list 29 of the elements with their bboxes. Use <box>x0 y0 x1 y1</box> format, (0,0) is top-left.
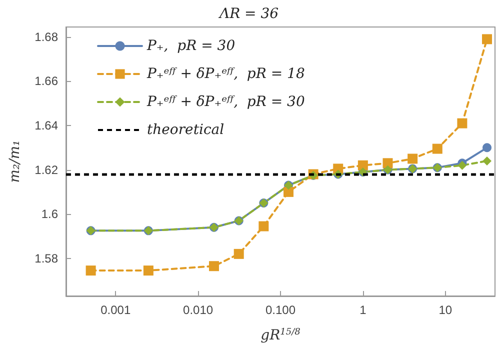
point <box>358 160 368 170</box>
point <box>283 186 294 197</box>
point <box>482 34 492 44</box>
y-tick-label: 1.58 <box>34 251 58 266</box>
y-axis-title: m₂/m₁ <box>7 140 23 183</box>
point <box>258 221 269 232</box>
chart-title: ΛR = 36 <box>217 6 279 22</box>
point <box>457 118 468 128</box>
x-tick-label: 0.010 <box>183 303 214 317</box>
y-tick-label: 1.6 <box>41 207 58 222</box>
legend-label: theoretical <box>147 122 224 138</box>
point <box>208 261 219 272</box>
point <box>408 154 418 164</box>
point <box>482 143 492 152</box>
legend-label: P₊ᵉᶠᶠ + δP₊ᵉᶠᶠ, pR = 18 <box>146 66 305 82</box>
y-tick-label: 1.64 <box>34 118 58 133</box>
x-tick-label: 0.100 <box>265 303 296 317</box>
y-tick-label: 1.68 <box>34 30 58 44</box>
point <box>482 156 492 166</box>
x-tick-label: 1 <box>360 303 367 317</box>
point <box>234 248 244 259</box>
point <box>382 158 393 168</box>
x-tick-label: 0.001 <box>100 303 131 317</box>
y-tick-label: 1.66 <box>34 74 58 88</box>
legend-label: P₊, pR = 30 <box>146 38 236 54</box>
point <box>432 144 442 154</box>
x-tick-label: 10 <box>438 303 452 317</box>
y-tick-label: 1.62 <box>34 162 58 177</box>
legend-label: P₊ᵉᶠᶠ + δP₊ᵉᶠᶠ, pR = 30 <box>146 94 305 110</box>
